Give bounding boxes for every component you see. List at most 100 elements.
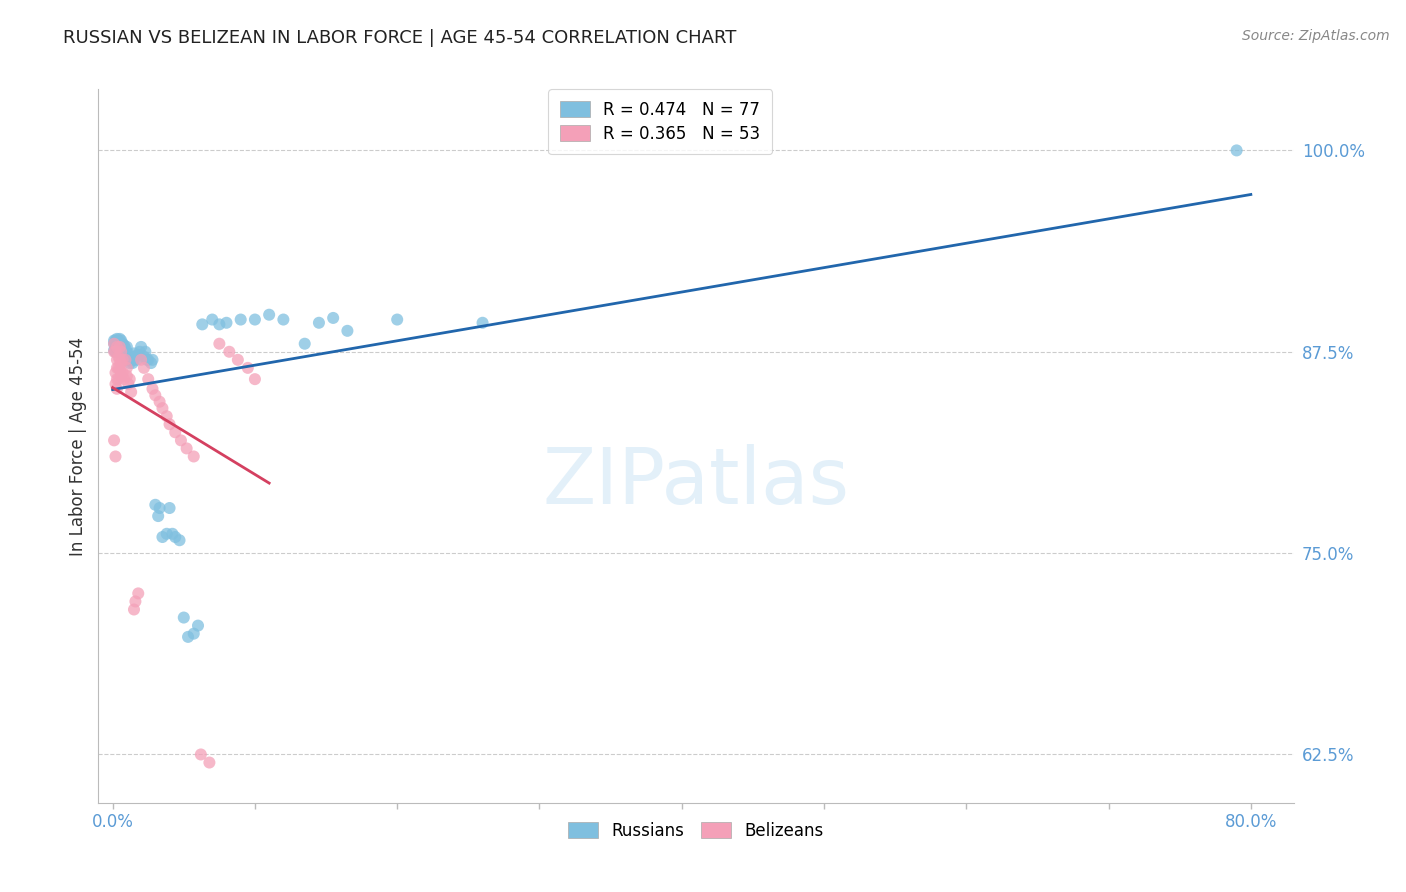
Point <box>122 602 145 616</box>
Point <box>107 343 129 358</box>
Point <box>105 382 128 396</box>
Point <box>215 316 238 330</box>
Point <box>183 450 205 464</box>
Point <box>115 340 138 354</box>
Point <box>141 352 163 367</box>
Point <box>169 533 191 548</box>
Point <box>187 618 209 632</box>
Text: ZIPatlas: ZIPatlas <box>543 443 849 520</box>
Point <box>108 342 131 356</box>
Point <box>170 434 193 448</box>
Point <box>124 594 146 608</box>
Y-axis label: In Labor Force | Age 45-54: In Labor Force | Age 45-54 <box>69 336 87 556</box>
Point <box>156 526 179 541</box>
Point <box>108 336 131 351</box>
Point <box>229 312 252 326</box>
Point <box>103 343 125 358</box>
Point <box>103 334 125 348</box>
Point <box>111 342 134 356</box>
Point <box>110 334 132 348</box>
Point <box>110 340 132 354</box>
Point <box>294 336 316 351</box>
Point <box>125 352 148 367</box>
Point <box>177 630 200 644</box>
Point <box>127 586 149 600</box>
Point <box>108 362 131 376</box>
Point <box>385 312 409 326</box>
Point <box>218 344 240 359</box>
Point <box>103 344 125 359</box>
Point <box>201 312 224 326</box>
Point <box>149 394 172 409</box>
Point <box>236 360 259 375</box>
Point <box>111 346 134 360</box>
Point <box>128 344 150 359</box>
Point <box>110 368 132 383</box>
Text: Source: ZipAtlas.com: Source: ZipAtlas.com <box>1241 29 1389 43</box>
Point <box>226 352 249 367</box>
Point <box>107 334 129 348</box>
Point <box>132 350 155 364</box>
Point <box>141 382 163 396</box>
Point <box>104 366 127 380</box>
Point <box>110 344 132 359</box>
Point <box>118 356 141 370</box>
Point <box>136 352 159 367</box>
Point <box>111 352 134 367</box>
Point <box>108 332 131 346</box>
Point <box>115 360 138 375</box>
Point <box>105 360 128 375</box>
Point <box>114 352 136 367</box>
Point <box>159 417 181 432</box>
Point <box>104 344 127 359</box>
Point <box>243 312 266 326</box>
Point <box>105 336 128 351</box>
Point <box>104 376 127 391</box>
Point <box>108 352 131 367</box>
Point <box>243 372 266 386</box>
Point <box>107 338 129 352</box>
Point <box>1226 144 1249 158</box>
Point <box>308 316 330 330</box>
Point <box>273 312 295 326</box>
Point <box>165 530 187 544</box>
Point <box>336 324 359 338</box>
Point <box>152 530 174 544</box>
Point <box>117 346 139 360</box>
Point <box>162 526 184 541</box>
Point <box>105 372 128 386</box>
Point <box>183 626 205 640</box>
Point <box>115 368 138 383</box>
Point <box>159 501 181 516</box>
Point <box>104 450 127 464</box>
Point <box>107 372 129 386</box>
Point <box>322 310 344 325</box>
Point <box>148 509 170 524</box>
Point <box>165 425 187 440</box>
Point <box>105 344 128 359</box>
Point <box>143 498 166 512</box>
Point <box>134 344 156 359</box>
Point <box>105 340 128 354</box>
Point <box>135 352 157 367</box>
Point <box>156 409 179 424</box>
Point <box>129 340 152 354</box>
Point <box>120 352 142 367</box>
Point <box>127 348 149 362</box>
Point <box>471 316 494 330</box>
Point <box>108 340 131 354</box>
Point <box>111 336 134 351</box>
Point <box>115 346 138 360</box>
Point <box>104 334 127 348</box>
Point <box>122 352 145 367</box>
Point <box>112 338 135 352</box>
Point <box>124 350 146 364</box>
Point <box>110 344 132 359</box>
Point <box>112 344 135 359</box>
Legend: Russians, Belizeans: Russians, Belizeans <box>560 814 832 848</box>
Point <box>118 350 141 364</box>
Point <box>107 350 129 364</box>
Point <box>105 332 128 346</box>
Point <box>257 308 280 322</box>
Point <box>105 340 128 354</box>
